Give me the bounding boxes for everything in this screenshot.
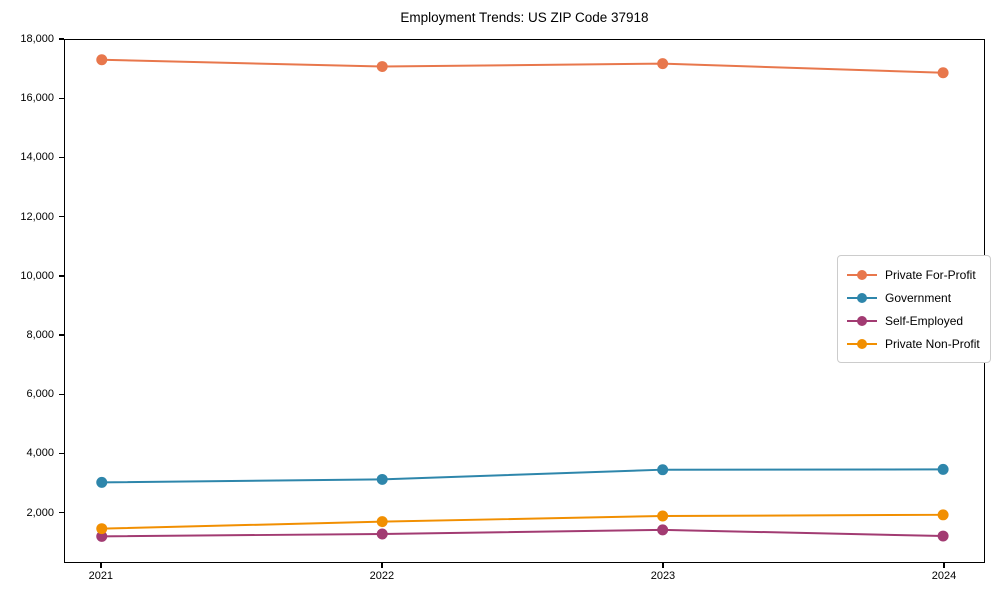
x-tick-mark	[381, 563, 383, 568]
plot-canvas	[96, 54, 949, 542]
series-line-self-employed	[101, 528, 944, 538]
y-tick-label: 8,000	[26, 329, 54, 342]
y-tick-label: 4,000	[26, 447, 54, 460]
legend-item: Self-Employed	[847, 309, 980, 332]
x-tick-mark	[662, 563, 664, 568]
legend-line-marker-icon	[847, 292, 877, 304]
x-tick-label: 2023	[650, 570, 676, 582]
x-tick-label: 2022	[369, 570, 395, 582]
y-tick-label: 16,000	[20, 92, 54, 105]
data-point-marker	[937, 67, 949, 79]
legend-label: Self-Employed	[885, 313, 964, 328]
data-point-marker	[657, 524, 669, 536]
legend-line-marker-icon	[847, 269, 877, 281]
y-tick-mark	[59, 512, 64, 514]
y-tick-mark	[59, 38, 64, 40]
data-point-marker	[96, 54, 108, 66]
x-tick-mark	[943, 563, 945, 568]
plot-area: Private For-Profit Government Self-Employe…	[64, 39, 991, 563]
legend-item: Government	[847, 286, 980, 309]
data-point-marker	[376, 473, 388, 485]
series-line-private-non-profit	[101, 513, 944, 530]
series-line-government	[101, 468, 944, 484]
y-tick-mark	[59, 393, 64, 395]
legend-item: Private For-Profit	[847, 263, 980, 286]
data-point-marker	[657, 464, 669, 476]
y-tick-mark	[59, 275, 64, 277]
legend-line-marker-icon	[847, 338, 877, 350]
legend-item: Private Non-Profit	[847, 332, 980, 355]
y-tick-label: 14,000	[20, 151, 54, 164]
y-tick-mark	[59, 334, 64, 336]
y-tick-mark	[59, 216, 64, 218]
data-point-marker	[96, 530, 108, 542]
data-point-marker	[376, 516, 388, 528]
y-tick-label: 2,000	[26, 506, 54, 519]
legend-label: Government	[885, 290, 952, 305]
chart-title: Employment Trends: US ZIP Code 37918	[400, 10, 649, 25]
x-tick-mark	[100, 563, 102, 568]
legend-label: Private For-Profit	[885, 267, 976, 282]
legend-line-marker-icon	[847, 315, 877, 327]
legend-label: Private Non-Profit	[885, 336, 980, 351]
legend: Private For-Profit Government Self-Employe…	[837, 255, 991, 363]
x-tick-label: 2024	[931, 570, 957, 582]
y-tick-label: 12,000	[20, 210, 54, 223]
data-point-marker	[376, 528, 388, 540]
y-tick-label: 6,000	[26, 388, 54, 401]
series-line-private-for-profit	[101, 58, 944, 74]
data-point-marker	[96, 476, 108, 488]
y-tick-mark	[59, 97, 64, 99]
y-tick-label: 18,000	[20, 33, 54, 45]
data-point-marker	[376, 61, 388, 73]
data-point-marker	[657, 510, 669, 522]
data-point-marker	[937, 463, 949, 475]
y-tick-label: 10,000	[20, 269, 54, 282]
y-tick-mark	[59, 156, 64, 159]
data-point-marker	[657, 58, 669, 70]
data-point-marker	[96, 523, 108, 535]
data-point-marker	[937, 530, 949, 542]
x-tick-label: 2021	[88, 570, 114, 582]
y-tick-mark	[59, 452, 64, 455]
data-point-marker	[937, 509, 949, 521]
